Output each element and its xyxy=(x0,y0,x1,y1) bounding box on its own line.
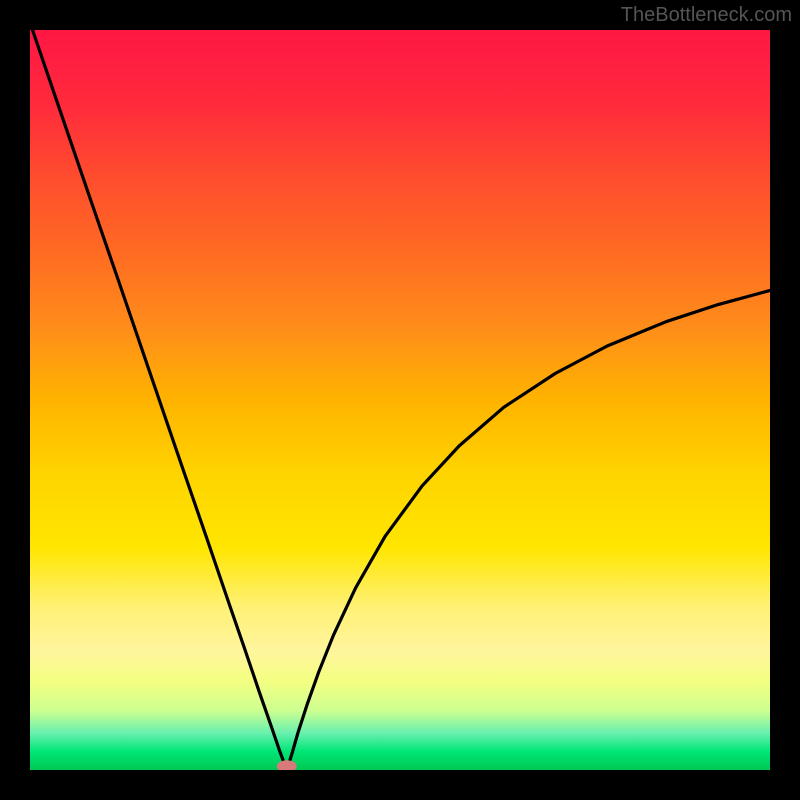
curve-layer xyxy=(30,30,770,770)
watermark-text: TheBottleneck.com xyxy=(621,4,792,27)
chart-root: TheBottleneck.com xyxy=(0,0,800,800)
plot-area xyxy=(30,30,770,770)
minimum-marker xyxy=(277,760,297,770)
bottleneck-curve xyxy=(30,30,770,770)
